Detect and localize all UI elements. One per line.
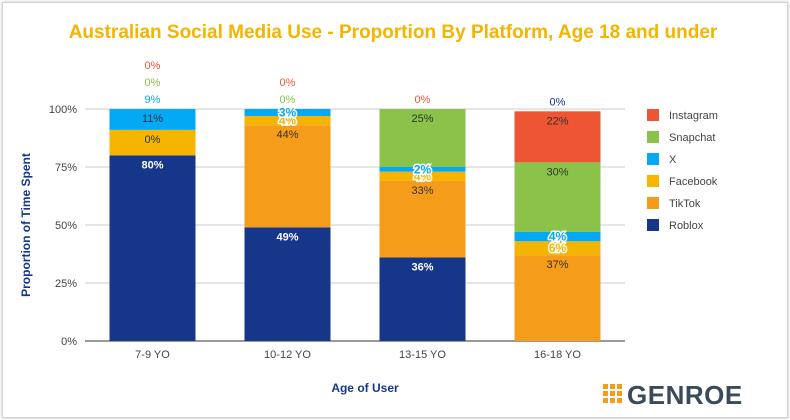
y-tick-label: 50%	[55, 220, 77, 232]
data-label-instagram: 0%	[145, 60, 161, 72]
data-label-instagram: 0%	[415, 94, 431, 106]
bar-roblox-2	[379, 257, 466, 341]
bar-snapchat-3	[514, 162, 601, 232]
data-label-instagram: 0%	[280, 77, 296, 89]
legend-swatch-x	[647, 153, 659, 165]
data-label-x: 3%	[279, 105, 297, 119]
y-tick-label: 100%	[49, 104, 77, 116]
data-label-snapchat: 25%	[411, 113, 433, 125]
bar-instagram-3	[514, 111, 601, 163]
data-labels: 80%0%11%9%0%0%49%44%4%3%0%0%36%33%4%2%25…	[141, 59, 568, 274]
data-label-facebook: 4%	[414, 169, 432, 183]
bar-snapchat-2	[379, 109, 466, 167]
data-label-tiktok: 44%	[276, 129, 298, 141]
legend-swatch-snapchat	[647, 131, 659, 143]
y-tick-label: 25%	[55, 278, 77, 290]
x-tick-label: 13-15 YO	[399, 349, 446, 361]
x-tick-label: 16-18 YO	[534, 349, 581, 361]
bar-roblox-0	[109, 155, 196, 341]
data-label-tiktok: 37%	[546, 259, 568, 271]
legend-label-x: X	[669, 154, 677, 166]
logo-text: GENROE	[627, 380, 743, 410]
data-label-snapchat: 30%	[546, 166, 568, 178]
bars	[109, 109, 601, 341]
x-axis-ticks: 7-9 YO 10-12 YO 13-15 YO 16-18 YO	[135, 349, 581, 361]
data-label-snapchat: 0%	[280, 94, 296, 106]
data-label-roblox: 0%	[550, 96, 566, 108]
legend-label-roblox: Roblox	[669, 220, 704, 232]
logo-grid-icon	[603, 384, 622, 403]
legend-swatch-roblox	[647, 219, 659, 231]
legend: Instagram Snapchat X Facebook TikTok Roblox	[647, 109, 718, 232]
legend-swatch-instagram	[647, 109, 659, 121]
data-label-roblox: 49%	[276, 231, 298, 243]
y-axis-ticks: 0% 25% 50% 75% 100%	[49, 104, 77, 348]
data-label-x: 9%	[145, 94, 161, 106]
data-label-snapchat: 0%	[145, 77, 161, 89]
y-axis-label: Proportion of Time Spent	[19, 153, 33, 297]
legend-swatch-tiktok	[647, 197, 659, 209]
bar-facebook-1	[244, 115, 331, 126]
legend-swatch-facebook	[647, 175, 659, 187]
bar-facebook-2	[379, 171, 466, 181]
bar-x-1	[244, 109, 331, 116]
bar-roblox-1	[244, 227, 331, 341]
data-label-instagram: 22%	[546, 115, 568, 127]
x-axis-label: Age of User	[331, 381, 399, 395]
legend-label-instagram: Instagram	[669, 110, 718, 122]
bar-tiktok-1	[244, 125, 331, 228]
bar-tiktok-2	[379, 180, 466, 258]
data-label-tiktok: 33%	[411, 185, 433, 197]
data-label-x: 4%	[549, 230, 567, 244]
x-tick-label: 7-9 YO	[135, 349, 170, 361]
y-tick-label: 0%	[61, 336, 77, 348]
data-label-facebook: 0%	[145, 134, 161, 146]
data-label-roblox: 80%	[141, 159, 163, 171]
bar-facebook-3	[514, 241, 601, 256]
data-label-facebook: 6%	[549, 241, 567, 255]
bar-x-0	[109, 109, 196, 130]
x-tick-label: 10-12 YO	[264, 349, 311, 361]
bar-facebook-0	[109, 129, 196, 156]
bar-x-3	[514, 231, 601, 242]
y-tick-label: 75%	[55, 162, 77, 174]
data-label-facebook: 4%	[279, 114, 297, 128]
genroe-logo: GENROE	[603, 378, 783, 410]
data-label-x: 2%	[414, 162, 432, 176]
legend-label-tiktok: TikTok	[669, 198, 701, 210]
bar-x-2	[379, 167, 466, 172]
data-label-x: 11%	[142, 113, 163, 125]
data-label-roblox: 36%	[411, 261, 433, 273]
chart-title: Australian Social Media Use - Proportion…	[69, 22, 718, 43]
bar-tiktok-3	[514, 255, 601, 341]
legend-label-snapchat: Snapchat	[669, 132, 715, 144]
legend-label-facebook: Facebook	[669, 176, 718, 188]
